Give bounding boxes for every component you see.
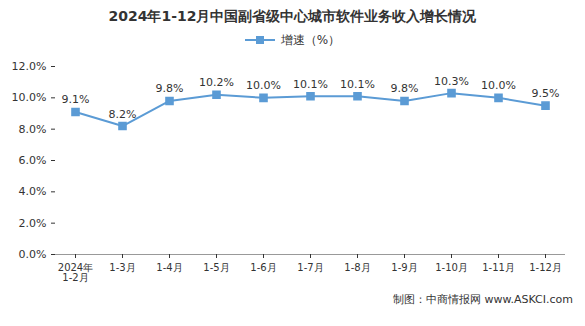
svg-text:9.5%: 9.5% xyxy=(532,87,560,100)
svg-text:4.0%: 4.0% xyxy=(19,185,47,198)
svg-text:12.0%: 12.0% xyxy=(12,60,47,73)
svg-text:10.0%: 10.0% xyxy=(246,79,281,92)
svg-text:1-6月: 1-6月 xyxy=(250,262,276,273)
svg-text:1-5月: 1-5月 xyxy=(203,262,229,273)
svg-text:1-3月: 1-3月 xyxy=(109,262,135,273)
svg-text:2024年1-2月: 2024年1-2月 xyxy=(58,262,93,283)
svg-text:0.0%: 0.0% xyxy=(19,248,47,261)
svg-text:10.1%: 10.1% xyxy=(293,78,328,91)
svg-text:8.0%: 8.0% xyxy=(19,123,47,136)
svg-text:2.0%: 2.0% xyxy=(19,217,47,230)
html-text:制图：中商情报网 www.ASKCI.com: 制图：中商情报网 www.ASKCI.com xyxy=(393,293,573,306)
svg-text:6.0%: 6.0% xyxy=(19,154,47,167)
svg-text:10.2%: 10.2% xyxy=(199,76,234,89)
svg-text:1-10月: 1-10月 xyxy=(435,262,468,273)
svg-text:1-4月: 1-4月 xyxy=(156,262,182,273)
svg-text:9.8%: 9.8% xyxy=(156,82,184,95)
svg-text:10.0%: 10.0% xyxy=(12,91,47,104)
svg-text:1-11月: 1-11月 xyxy=(482,262,515,273)
html-text:增速（%）: 增速（%） xyxy=(280,32,341,47)
svg-text:10.3%: 10.3% xyxy=(434,75,469,88)
html-text:2024年1-12月中国副省级中心城市软件业务收入增长情况: 2024年1-12月中国副省级中心城市软件业务收入增长情况 xyxy=(108,8,477,24)
svg-text:8.2%: 8.2% xyxy=(109,108,137,121)
svg-text:1-8月: 1-8月 xyxy=(344,262,370,273)
svg-text:1-9月: 1-9月 xyxy=(391,262,417,273)
svg-text:1-12月: 1-12月 xyxy=(529,262,562,273)
svg-text:10.0%: 10.0% xyxy=(481,79,516,92)
svg-text:1-7月: 1-7月 xyxy=(297,262,323,273)
svg-text:10.1%: 10.1% xyxy=(340,78,375,91)
svg-text:9.1%: 9.1% xyxy=(62,93,90,106)
svg-text:9.8%: 9.8% xyxy=(391,82,419,95)
